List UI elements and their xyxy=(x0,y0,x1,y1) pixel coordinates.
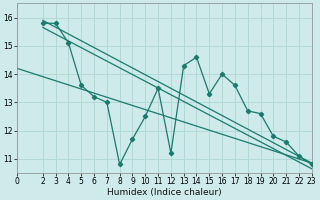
X-axis label: Humidex (Indice chaleur): Humidex (Indice chaleur) xyxy=(107,188,222,197)
